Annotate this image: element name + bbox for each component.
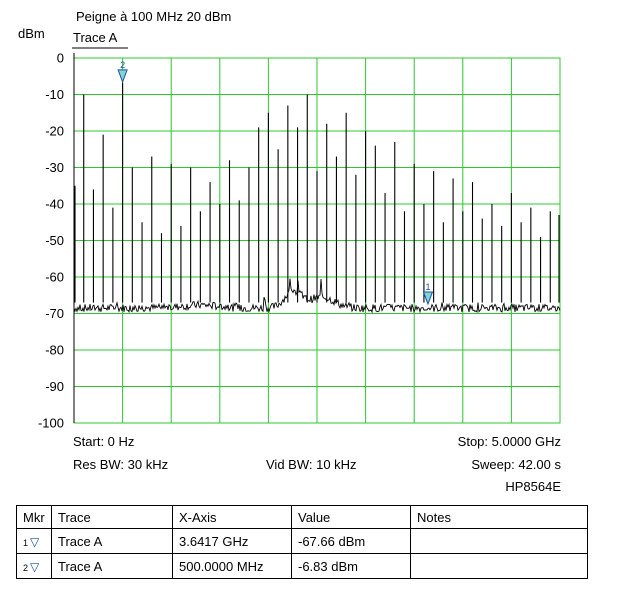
- row-mkr-cell: 2 ▽: [16, 553, 52, 579]
- marker-icon: [422, 291, 434, 306]
- resolution-bandwidth: Res BW: 30 kHz: [73, 457, 169, 472]
- marker-icon: [117, 69, 128, 84]
- y-tick-label: -20: [45, 124, 64, 139]
- row-trace: Trace A: [51, 528, 173, 554]
- y-tick-label: 0: [57, 51, 64, 66]
- row-value: -6.83 dBm: [291, 553, 411, 579]
- header-notes: Notes: [410, 505, 588, 529]
- marker-label: 2: [120, 60, 125, 70]
- video-bandwidth: Vid BW: 10 kHz: [266, 457, 357, 472]
- spectrum-chart: 0-10-20-30-40-50-60-70-80-90-100 12: [38, 47, 561, 431]
- trace-a: [73, 82, 561, 314]
- y-tick-label: -70: [45, 306, 64, 321]
- y-tick-label: -50: [45, 233, 64, 248]
- y-tick-label: -40: [45, 197, 64, 212]
- sweep-time: Sweep: 42.00 s: [471, 457, 561, 472]
- table-row[interactable]: 2 ▽ Trace A 500.0000 MHz -6.83 dBm: [16, 553, 588, 579]
- y-tick-label: -90: [45, 379, 64, 394]
- header-mkr: Mkr: [16, 505, 52, 529]
- marker-label: 1: [425, 282, 430, 292]
- y-tick-labels: 0 -10 -20 -30 -40 -50 -60 -70 -80 -90 -100: [38, 51, 64, 431]
- row-notes[interactable]: [410, 553, 588, 579]
- marker-number: 1: [23, 537, 29, 548]
- y-axis-unit-label: dBm: [18, 26, 45, 41]
- marker-table-header: Mkr Trace X-Axis Value Notes: [16, 505, 588, 529]
- marker-triangle-icon: ▽: [30, 559, 40, 574]
- y-tick-label: -60: [45, 270, 64, 285]
- header-value: Value: [291, 505, 411, 529]
- row-trace: Trace A: [51, 553, 173, 579]
- header-trace: Trace: [51, 505, 173, 529]
- start-frequency: Start: 0 Hz: [73, 434, 135, 449]
- y-tick-label: -100: [38, 416, 64, 431]
- marker-table: Mkr Trace X-Axis Value Notes 1 ▽ Trace A …: [16, 505, 588, 579]
- chart-markers: 12: [117, 60, 434, 306]
- row-mkr-cell: 1 ▽: [16, 528, 52, 554]
- row-notes[interactable]: [410, 528, 588, 554]
- row-value: -67.66 dBm: [291, 528, 411, 554]
- y-tick-label: -30: [45, 160, 64, 175]
- row-x-axis: 500.0000 MHz: [172, 553, 292, 579]
- marker-number: 2: [23, 562, 29, 573]
- chart-title: Peigne à 100 MHz 20 dBm: [76, 9, 232, 24]
- trace-label: Trace A: [73, 30, 118, 45]
- y-tick-label: -10: [45, 87, 64, 102]
- marker-triangle-icon: ▽: [30, 534, 40, 549]
- stop-frequency: Stop: 5.0000 GHz: [457, 434, 561, 449]
- y-tick-label: -80: [45, 343, 64, 358]
- header-x-axis: X-Axis: [172, 505, 292, 529]
- row-x-axis: 3.6417 GHz: [172, 528, 292, 554]
- table-row[interactable]: 1 ▽ Trace A 3.6417 GHz -67.66 dBm: [16, 528, 588, 554]
- instrument-model: HP8564E: [505, 479, 561, 494]
